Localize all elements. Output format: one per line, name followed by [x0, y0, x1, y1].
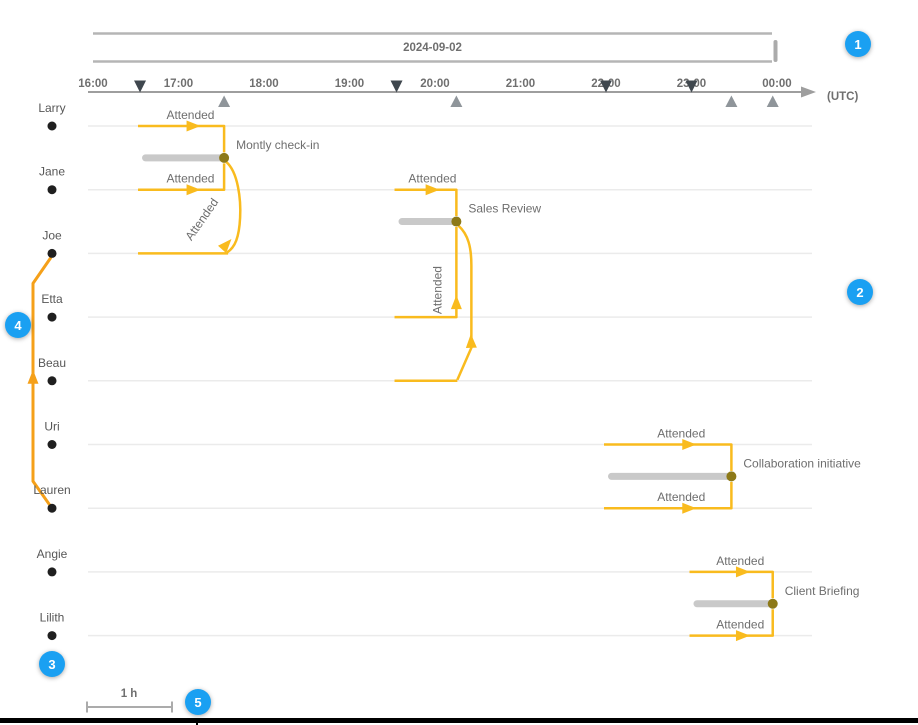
event-start-marker-icon	[600, 80, 612, 93]
attended-label: Attended	[657, 490, 705, 504]
attended-label: Attended	[716, 618, 764, 632]
entity-label[interactable]: Jane	[39, 165, 65, 179]
window-bottom-border	[0, 718, 918, 723]
entity-dot[interactable]	[47, 185, 57, 195]
event-node[interactable]	[767, 598, 778, 609]
event-duration-bar[interactable]	[142, 154, 225, 162]
attendance-link[interactable]	[394, 188, 458, 217]
attended-label: Attended	[716, 554, 764, 568]
entity-label[interactable]: Beau	[38, 356, 66, 370]
attendance-arrow-icon	[735, 630, 750, 642]
entity-dot[interactable]	[47, 503, 57, 513]
attendance-arrow-icon	[186, 184, 201, 196]
event-node[interactable]	[726, 471, 737, 482]
attendance-arrow-icon	[218, 238, 232, 254]
date-band-handle[interactable]	[773, 40, 778, 62]
entity-dot[interactable]	[47, 567, 57, 577]
event-label: Client Briefing	[785, 584, 860, 598]
axis-tick-label: 21:00	[506, 78, 535, 90]
attendance-link[interactable]	[456, 224, 473, 381]
attendance-arrow-icon	[682, 439, 697, 450]
annotation-badge-4: 4	[5, 312, 31, 338]
event-duration-bar[interactable]	[608, 472, 732, 480]
axis-arrow-icon	[801, 86, 816, 98]
attended-label: Attended	[657, 427, 705, 441]
attendance-link[interactable]	[138, 163, 226, 191]
event-start-marker-icon	[685, 80, 698, 93]
axis-tick-label: 20:00	[420, 78, 449, 90]
event-duration-bar[interactable]	[398, 218, 457, 226]
event-node[interactable]	[219, 152, 230, 163]
entity-link-arrow-icon	[27, 369, 39, 384]
attendance-arrow-icon	[425, 184, 440, 196]
scale-label: 1 h	[121, 688, 138, 700]
entity-label[interactable]: Lauren	[33, 483, 70, 497]
attendance-arrow-icon	[735, 566, 750, 578]
attendance-arrow-icon	[450, 295, 462, 310]
entity-dot[interactable]	[47, 312, 57, 322]
axis-tick-label: 00:00	[762, 78, 791, 90]
attendance-arrow-icon	[682, 502, 697, 514]
attendance-arrow-icon	[465, 333, 477, 348]
axis-tick-label: 16:00	[78, 78, 107, 90]
entity-dot[interactable]	[47, 248, 57, 258]
attended-label: Attended	[430, 266, 444, 314]
event-duration-bar[interactable]	[693, 600, 773, 608]
annotation-badge-5: 5	[185, 689, 211, 715]
annotation-badge-2: 2	[847, 279, 873, 305]
event-label: Sales Review	[468, 202, 541, 216]
attendance-link[interactable]	[689, 570, 774, 599]
event-label: Montly check-in	[236, 138, 319, 152]
entity-label[interactable]: Larry	[38, 101, 65, 115]
event-start-marker-icon	[390, 80, 403, 93]
attended-label: Attended	[408, 172, 456, 186]
entity-label[interactable]: Uri	[44, 420, 59, 434]
annotation-badge-3: 3	[39, 651, 65, 677]
axis-tick-label: 17:00	[164, 78, 193, 90]
date-label: 2024-09-02	[403, 42, 462, 54]
attendance-link[interactable]	[138, 124, 226, 153]
axis-tick-label: 19:00	[335, 78, 364, 90]
event-node[interactable]	[451, 216, 462, 227]
entity-dot[interactable]	[47, 631, 57, 641]
entity-label[interactable]: Etta	[41, 292, 63, 306]
entity-dot[interactable]	[47, 376, 57, 386]
attendance-arrow-icon	[186, 120, 201, 132]
event-end-marker-icon	[725, 95, 738, 107]
attendance-link[interactable]	[604, 481, 733, 510]
event-end-marker-icon	[766, 95, 779, 107]
axis-tick-label: 18:00	[249, 78, 278, 90]
entity-label[interactable]: Lilith	[40, 611, 65, 625]
annotation-badge-1: 1	[845, 31, 871, 57]
entity-dot[interactable]	[47, 440, 57, 449]
attended-label: Attended	[182, 196, 221, 243]
attendance-link[interactable]	[394, 227, 458, 319]
entity-label[interactable]: Angie	[37, 547, 68, 561]
utc-label: (UTC)	[827, 91, 858, 103]
attended-label: Attended	[166, 108, 214, 122]
bottom-border-tick	[196, 718, 198, 725]
attendance-link[interactable]	[689, 609, 774, 637]
event-label: Collaboration initiative	[743, 456, 861, 470]
entity-dot[interactable]	[47, 121, 57, 131]
attendance-link[interactable]	[225, 160, 242, 254]
entity-label[interactable]: Joe	[42, 228, 62, 242]
event-end-marker-icon	[218, 95, 231, 107]
attendance-link[interactable]	[604, 443, 733, 471]
event-start-marker-icon	[134, 80, 147, 93]
attended-label: Attended	[166, 172, 214, 186]
event-end-marker-icon	[450, 95, 463, 107]
